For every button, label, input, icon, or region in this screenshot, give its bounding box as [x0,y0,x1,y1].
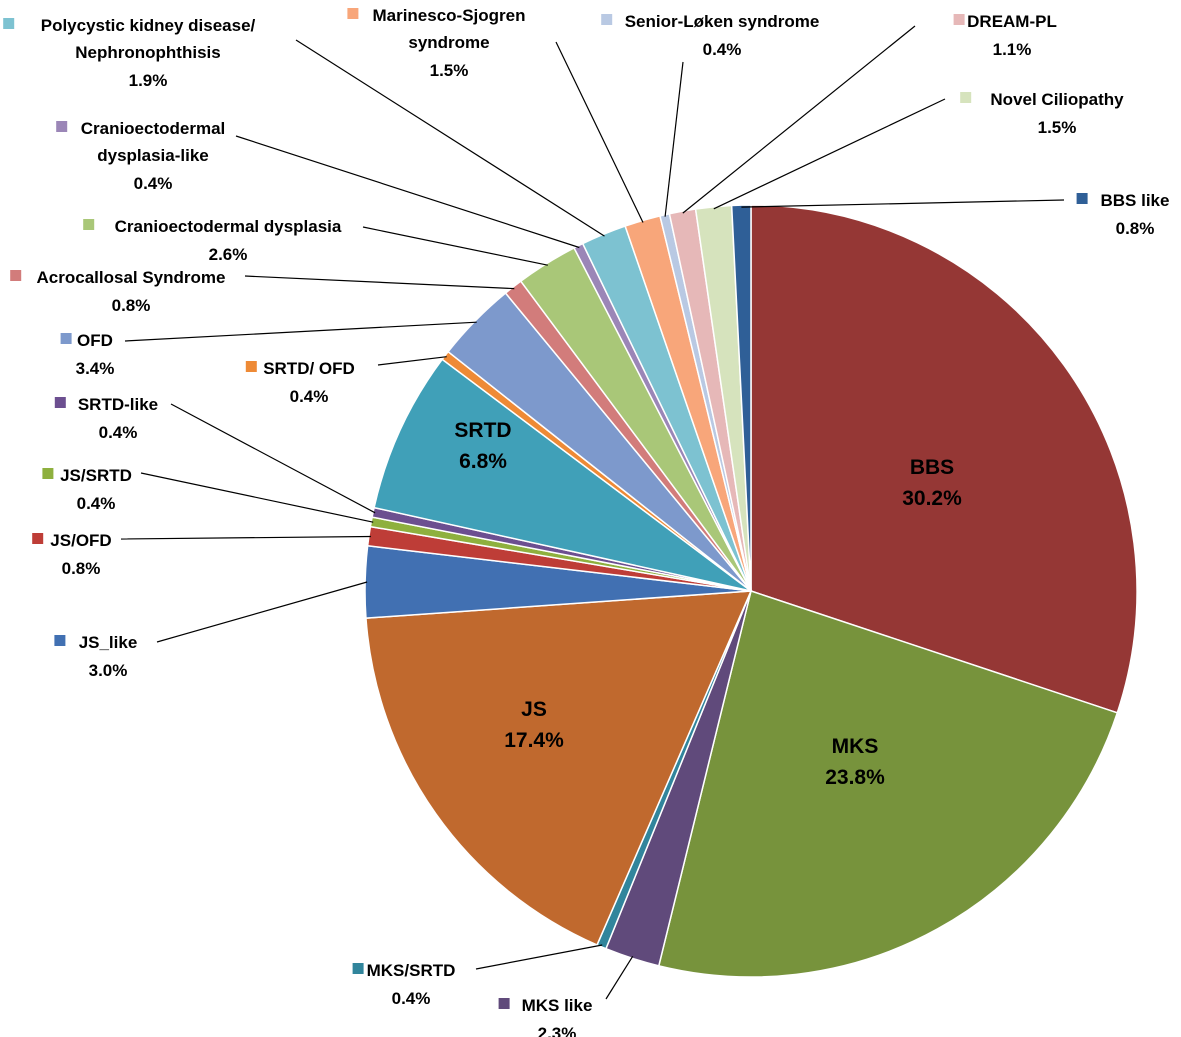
slice-value-polycystic-kidney-disease-nephronophthisis: 1.9% [129,71,168,90]
marker-mks-like [498,998,510,1009]
marker-js-ofd [32,533,44,544]
slice-label-senior-l-ken-syndrome: Senior-Løken syndrome [625,12,820,31]
slice-value-marinesco-sjogren-syndrome: 1.5% [430,61,469,80]
leader-line-polycystic-kidney-disease-nephronophthisis [295,39,605,237]
leader-line-mks-srtd [475,944,603,970]
slice-value-js-ofd: 0.8% [62,559,101,578]
slice-value-ofd: 3.4% [76,359,115,378]
slice-label-novel-ciliopathy: Novel Ciliopathy [990,90,1124,109]
slice-label-srtd-ofd: SRTD/ OFD [263,359,355,378]
slice-value-mks: 23.8% [825,766,885,789]
leader-line-marinesco-sjogren-syndrome [555,41,644,223]
leader-line-js-like [156,581,368,643]
slice-label-cranioectodermal-dysplasia-like-line2: dysplasia-like [97,146,209,165]
marker-ofd [60,333,72,344]
slice-labels: BBS 30.2% MKS 23.8% MKS like 2.3% MKS/SRTD 0.4%… [3,6,1169,1037]
leader-line-acrocallosal-syndrome [244,275,515,290]
pie-slices [364,204,1138,978]
slice-label-srtd-like: SRTD-like [78,395,158,414]
slice-bbs-like [730,204,752,592]
slice-label-dream-pl: DREAM-PL [967,12,1057,31]
marker-srtd-ofd [245,361,257,372]
slice-label-js-like: JS_like [79,633,138,652]
slice-bbs [750,204,1138,714]
leader-line-mks-like [605,955,634,1000]
marker-polycystic-kidney-disease-nephronophthisis [3,18,15,29]
leader-line-cranioectodermal-dysplasia-like [235,135,580,249]
marker-novel-ciliopathy [960,92,972,103]
slice-value-js-srtd: 0.4% [77,494,116,513]
marker-mks-srtd [352,963,364,974]
leader-line-cranioectodermal-dysplasia [362,226,548,266]
leader-line-novel-ciliopathy [713,98,946,210]
slice-label-js: JS [521,698,547,721]
slice-label-mks: MKS [832,735,879,758]
slice-label-js-srtd: JS/SRTD [60,466,132,485]
leader-line-bbs-like [741,199,1065,208]
slice-label-bbs: BBS [910,456,954,479]
slice-label-polycystic-kidney-disease-nephronophthisis-line1: Polycystic kidney disease/ [41,16,256,35]
slice-label-cranioectodermal-dysplasia-like-line1: Cranioectodermal [81,119,226,138]
marker-bbs-like [1076,193,1088,204]
slice-value-js: 17.4% [504,729,564,752]
slice-label-acrocallosal-syndrome: Acrocallosal Syndrome [37,268,226,287]
marker-dream-pl [953,14,965,25]
slice-value-srtd-ofd: 0.4% [290,387,329,406]
leader-line-ofd [124,321,477,342]
marker-cranioectodermal-dysplasia [83,219,95,230]
slice-mks [657,590,1119,978]
slice-label-js-ofd: JS/OFD [50,531,111,550]
slice-value-cranioectodermal-dysplasia: 2.6% [209,245,248,264]
marker-srtd-like [54,397,66,408]
leader-line-js-ofd [120,535,371,540]
marker-cranioectodermal-dysplasia-like [56,121,68,132]
leader-line-srtd-ofd [377,356,447,366]
slice-label-srtd: SRTD [454,419,511,442]
leader-line-dream-pl [682,25,916,214]
slice-value-bbs-like: 0.8% [1116,219,1155,238]
slice-value-srtd-like: 0.4% [99,423,138,442]
slice-label-ofd: OFD [77,331,113,350]
marker-marinesco-sjogren-syndrome [347,8,359,19]
leader-line-js-srtd [140,472,374,523]
slice-label-mks-srtd: MKS/SRTD [367,961,456,980]
slice-value-mks-like: 2.3% [538,1024,577,1037]
slice-label-mks-like: MKS like [522,996,593,1015]
slice-value-acrocallosal-syndrome: 0.8% [112,296,151,315]
slice-label-marinesco-sjogren-syndrome-line2: syndrome [408,33,489,52]
slice-value-mks-srtd: 0.4% [392,989,431,1008]
marker-js-like [54,635,66,646]
leader-lines [120,25,1065,1000]
slice-value-senior-l-ken-syndrome: 0.4% [703,40,742,59]
leader-line-srtd-like [170,403,376,514]
marker-js-srtd [42,468,54,479]
marker-acrocallosal-syndrome [10,270,22,281]
slice-label-cranioectodermal-dysplasia: Cranioectodermal dysplasia [115,217,342,236]
slice-label-bbs-like: BBS like [1101,191,1170,210]
slice-js [365,590,753,946]
slice-value-bbs: 30.2% [902,487,962,510]
slice-label-polycystic-kidney-disease-nephronophthisis-line2: Nephronophthisis [75,43,220,62]
marker-senior-l-ken-syndrome [601,14,613,25]
slice-value-dream-pl: 1.1% [993,40,1032,59]
slice-label-marinesco-sjogren-syndrome-line1: Marinesco-Sjogren [372,6,525,25]
slice-value-srtd: 6.8% [459,450,507,473]
slice-value-cranioectodermal-dysplasia-like: 0.4% [134,174,173,193]
slice-srtd [373,358,752,592]
leader-line-senior-l-ken-syndrome [664,61,684,217]
slice-value-novel-ciliopathy: 1.5% [1038,118,1077,137]
slice-value-js-like: 3.0% [89,661,128,680]
